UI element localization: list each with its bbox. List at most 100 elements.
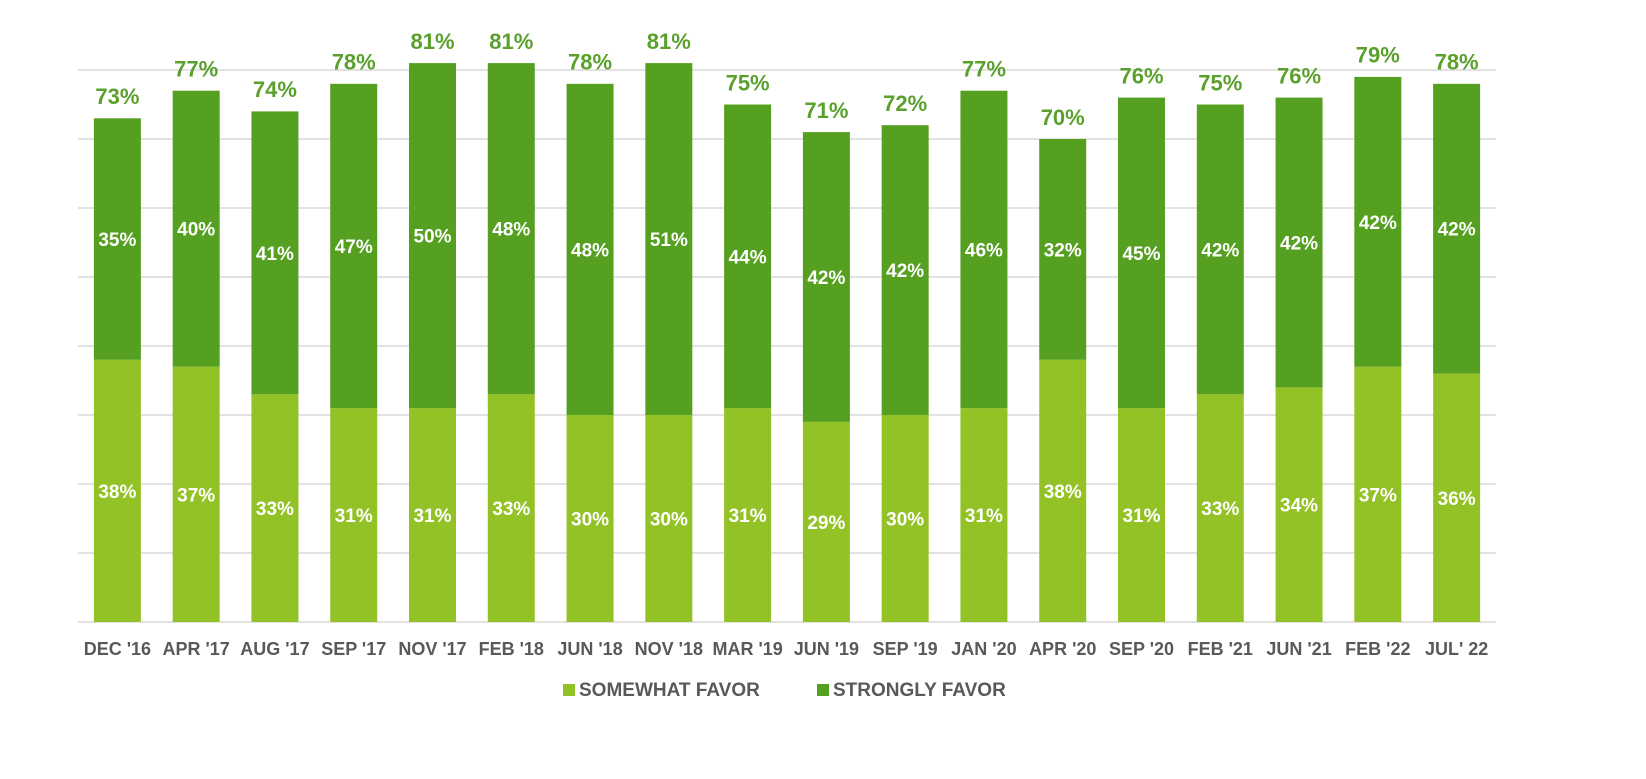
bar-segment xyxy=(566,415,614,622)
total-label: 71% xyxy=(804,98,848,123)
total-label: 73% xyxy=(95,84,139,109)
bar-segment xyxy=(960,408,1008,622)
bar-segment xyxy=(330,408,378,622)
legend-label: STRONGLY FAVOR xyxy=(833,680,1006,701)
data-label: 42% xyxy=(807,268,845,289)
x-tick-label: JUN '18 xyxy=(557,639,622,659)
data-label: 37% xyxy=(177,485,215,506)
data-label: 38% xyxy=(98,482,136,503)
bar-segment xyxy=(724,104,772,409)
data-label: 31% xyxy=(1122,506,1160,527)
data-label: 35% xyxy=(98,230,136,251)
data-label: 40% xyxy=(177,220,215,241)
bar-segment xyxy=(645,63,693,415)
data-label: 30% xyxy=(650,510,688,531)
x-tick-label: MAR '19 xyxy=(712,639,782,659)
x-tick-label: JUL' 22 xyxy=(1425,639,1488,659)
bar-segment xyxy=(251,394,299,622)
data-label: 37% xyxy=(1359,485,1397,506)
bar-segment xyxy=(93,359,141,622)
data-label: 42% xyxy=(886,261,924,282)
x-tick-label: APR '20 xyxy=(1029,639,1096,659)
data-label: 42% xyxy=(1280,234,1318,255)
bar-segment xyxy=(1433,83,1481,374)
x-tick-label: FEB '22 xyxy=(1345,639,1410,659)
data-label: 48% xyxy=(571,240,609,261)
data-label: 48% xyxy=(492,220,530,241)
bar-segment xyxy=(1118,97,1165,409)
data-label: 31% xyxy=(335,506,373,527)
total-label: 70% xyxy=(1041,105,1085,130)
x-tick-label: FEB '21 xyxy=(1188,639,1253,659)
bar-segment xyxy=(1354,76,1402,367)
bar-segment xyxy=(802,132,850,422)
x-tick-label: SEP '20 xyxy=(1109,639,1174,659)
total-label: 78% xyxy=(1435,50,1479,75)
legend-swatch xyxy=(817,684,829,696)
data-label: 47% xyxy=(335,237,373,258)
bar-segment xyxy=(960,90,1008,409)
total-label: 76% xyxy=(1119,63,1163,88)
total-label: 74% xyxy=(253,77,297,102)
data-label: 31% xyxy=(413,506,451,527)
bar-segment xyxy=(172,90,220,367)
data-label: 42% xyxy=(1201,240,1239,261)
bar-segment xyxy=(566,83,614,416)
data-label: 33% xyxy=(492,499,530,520)
bar-segment xyxy=(1433,373,1481,622)
bar-segment xyxy=(487,63,535,395)
x-tick-label: NOV '18 xyxy=(635,639,703,659)
data-label: 42% xyxy=(1438,220,1476,241)
data-label: 29% xyxy=(807,513,845,534)
data-label: 30% xyxy=(886,510,924,531)
x-tick-label: NOV '17 xyxy=(398,639,466,659)
data-label: 33% xyxy=(1201,499,1239,520)
bar-segment xyxy=(409,63,456,409)
data-label: 31% xyxy=(729,506,767,527)
bar-segment xyxy=(1354,366,1402,622)
bar-segment xyxy=(93,118,141,360)
data-label: 51% xyxy=(650,230,688,251)
x-tick-label: DEC '16 xyxy=(84,639,151,659)
x-tick-label: JUN '21 xyxy=(1266,639,1331,659)
data-label: 41% xyxy=(256,244,294,265)
bar-segment xyxy=(330,83,378,409)
data-label: 50% xyxy=(413,227,451,248)
bar-segment xyxy=(1275,97,1323,388)
total-label: 78% xyxy=(332,50,376,75)
data-label: 32% xyxy=(1044,240,1082,261)
data-label: 46% xyxy=(965,240,1003,261)
legend-swatch xyxy=(563,684,575,696)
data-label: 44% xyxy=(729,247,767,268)
bar-segment xyxy=(881,125,929,415)
bar-segment xyxy=(251,111,299,395)
data-label: 45% xyxy=(1122,244,1160,265)
data-label: 33% xyxy=(256,499,294,520)
bar-segment xyxy=(1039,359,1087,622)
bar-segment xyxy=(724,408,772,622)
data-label: 36% xyxy=(1438,489,1476,510)
total-label: 79% xyxy=(1356,43,1400,68)
total-label: 78% xyxy=(568,50,612,75)
total-label: 77% xyxy=(174,57,218,82)
bar-segment xyxy=(1196,394,1244,622)
legend-label: SOMEWHAT FAVOR xyxy=(579,680,760,701)
bar-segment xyxy=(802,421,850,622)
total-label: 72% xyxy=(883,91,927,116)
bar-segment xyxy=(1275,387,1323,622)
data-label: 38% xyxy=(1044,482,1082,503)
x-tick-label: SEP '17 xyxy=(321,639,386,659)
total-label: 81% xyxy=(410,29,454,54)
data-label: 30% xyxy=(571,510,609,531)
bar-segment xyxy=(881,415,929,622)
data-label: 34% xyxy=(1280,496,1318,517)
bar-segment xyxy=(645,415,693,622)
x-tick-label: APR '17 xyxy=(163,639,230,659)
bar-segment xyxy=(409,408,456,622)
x-tick-label: JAN '20 xyxy=(951,639,1016,659)
total-label: 75% xyxy=(726,70,770,95)
data-label: 42% xyxy=(1359,213,1397,234)
bar-segment xyxy=(487,394,535,622)
bar-segment xyxy=(1196,104,1244,395)
